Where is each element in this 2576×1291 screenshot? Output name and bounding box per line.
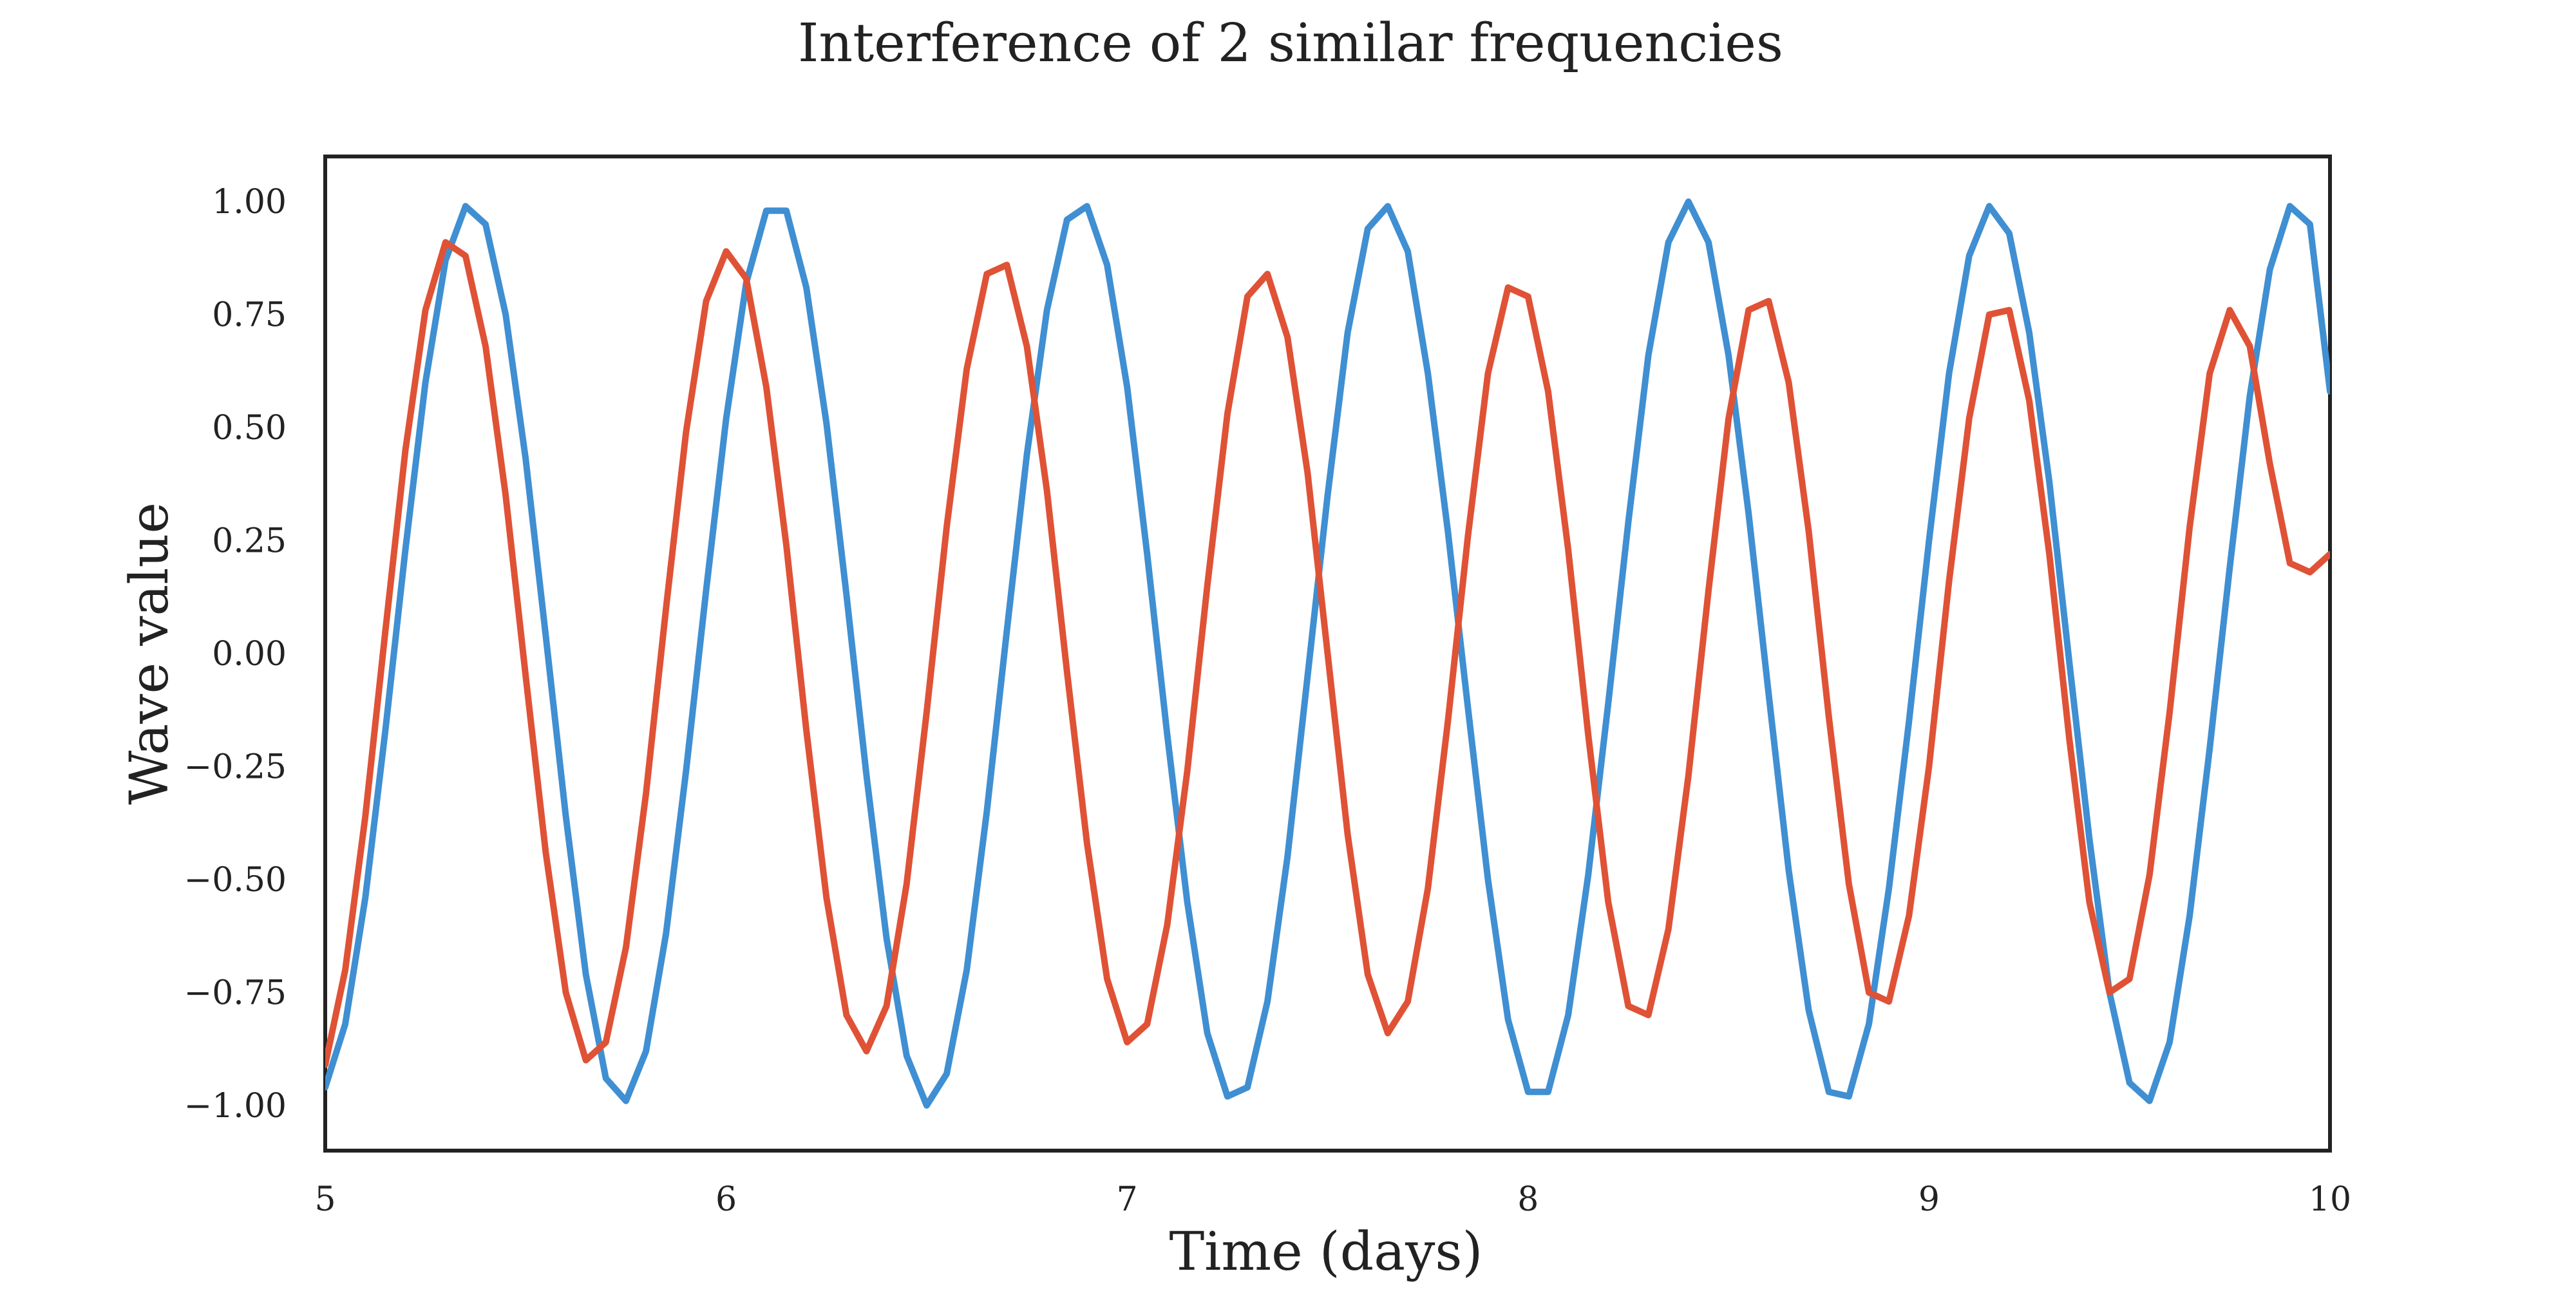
x-tick-label: 5 — [314, 1180, 336, 1219]
y-tick-label: 0.25 — [212, 522, 287, 561]
y-tick-label: −0.75 — [184, 974, 287, 1012]
y-axis-label: Wave value — [119, 502, 180, 805]
x-tick-label: 7 — [1117, 1180, 1138, 1219]
x-tick-label: 9 — [1918, 1180, 1940, 1219]
y-axis: 1.00 0.75 0.50 0.25 0.00 −0.25 −0.50 −0.75 −1.00 — [184, 183, 287, 1126]
y-tick-label: −0.25 — [184, 748, 287, 786]
chart-title: Interference of 2 similar frequencies — [798, 13, 1783, 74]
y-tick-label: 0.00 — [212, 635, 287, 674]
x-tick-label: 10 — [2309, 1180, 2351, 1219]
series-layer — [325, 198, 2330, 1109]
plot-frame — [323, 155, 2332, 1153]
y-tick-label: 0.50 — [212, 409, 287, 448]
plot-area — [323, 155, 2332, 1153]
series-line-1 — [325, 198, 2330, 1109]
y-tick-label: −0.50 — [184, 861, 287, 900]
series-line-2 — [325, 239, 2330, 1068]
y-tick-label: 0.75 — [212, 296, 287, 335]
x-axis: 5 6 7 8 9 10 — [314, 1180, 2351, 1219]
y-tick-label: −1.00 — [184, 1087, 287, 1126]
x-axis-label: Time (days) — [1169, 1221, 1482, 1283]
y-tick-label: 1.00 — [212, 183, 287, 221]
x-tick-label: 8 — [1517, 1180, 1539, 1219]
x-tick-label: 6 — [715, 1180, 737, 1219]
